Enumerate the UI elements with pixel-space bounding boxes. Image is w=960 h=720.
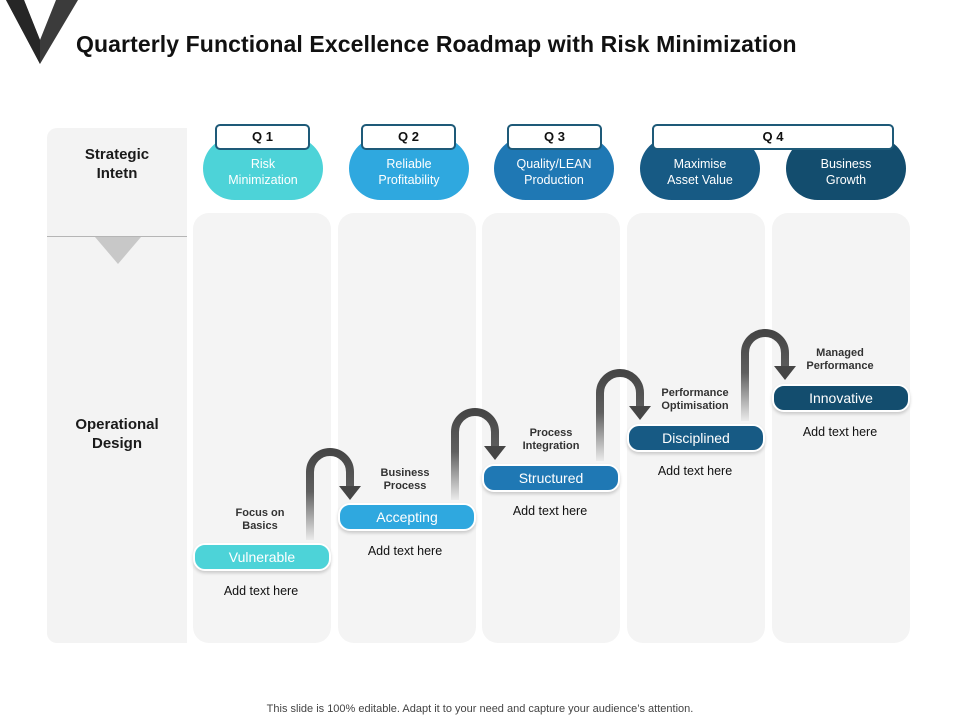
footer-note: This slide is 100% editable. Adapt it to…	[266, 703, 694, 715]
row-label-strategic: Strategic Intetn	[84, 146, 150, 182]
page-title: Quarterly Functional Excellence Roadmap …	[76, 31, 797, 57]
row-label-panel	[47, 128, 187, 643]
column-1	[193, 213, 331, 643]
step-caption-2: Business Process	[380, 467, 430, 492]
step-pill-vulnerable: Vulnerable	[193, 543, 331, 571]
arrow-3	[596, 369, 651, 461]
quarter-label-q3: Q 3	[507, 124, 602, 150]
step-caption-3: Process Integration	[522, 427, 580, 452]
down-arrow-icon	[95, 237, 141, 264]
row-label-operational: Operational Design	[75, 416, 159, 452]
step-caption-1: Focus on Basics	[235, 507, 285, 532]
step-pill-accepting: Accepting	[338, 503, 476, 531]
step-caption-4: Performance Optimisation	[661, 387, 729, 412]
brand-logo-chevron	[6, 0, 78, 64]
step-note-1: Add text here	[223, 584, 299, 598]
column-5	[772, 213, 910, 643]
quarter-label-q2: Q 2	[361, 124, 456, 150]
step-pill-innovative: Innovative	[772, 384, 910, 412]
arrow-1	[306, 448, 361, 540]
arrow-4	[741, 329, 796, 421]
arrow-2	[451, 408, 506, 500]
quarter-label-q1: Q 1	[215, 124, 310, 150]
step-pill-structured: Structured	[482, 464, 620, 492]
quarter-label-q4: Q 4	[652, 124, 894, 150]
step-note-3: Add text here	[512, 504, 588, 518]
step-note-5: Add text here	[802, 425, 878, 439]
step-pill-disciplined: Disciplined	[627, 424, 765, 452]
row-divider	[47, 236, 187, 237]
step-note-4: Add text here	[657, 464, 733, 478]
step-note-2: Add text here	[367, 544, 443, 558]
step-caption-5: Managed Performance	[806, 347, 874, 372]
